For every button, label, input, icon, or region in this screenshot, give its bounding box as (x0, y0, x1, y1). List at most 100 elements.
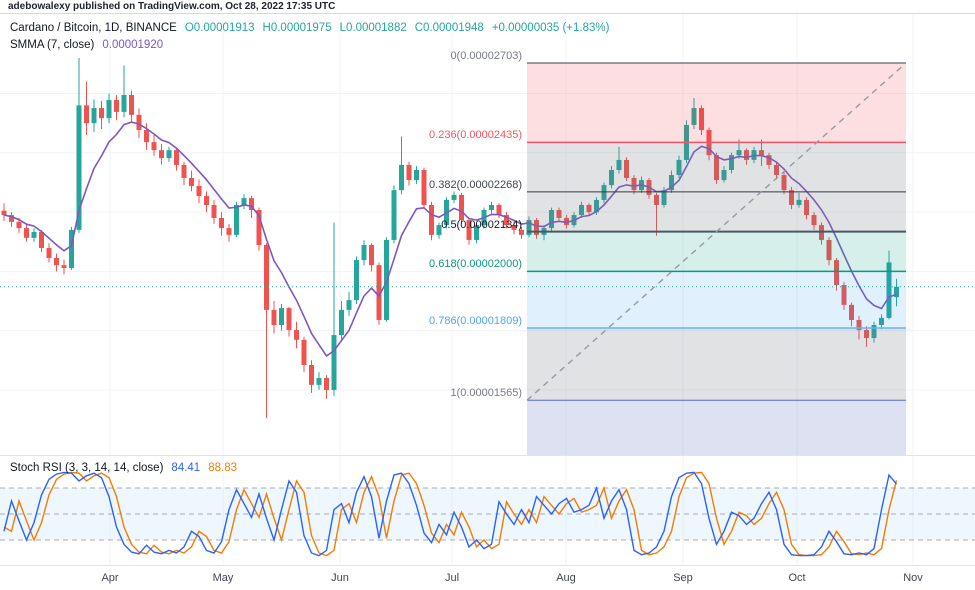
candle (256, 210, 262, 245)
candle (406, 164, 412, 181)
candle (114, 100, 119, 112)
smma-line[interactable] (3, 121, 897, 358)
candle (556, 210, 562, 219)
candle (526, 220, 532, 235)
candle (624, 159, 629, 178)
candle (736, 150, 742, 156)
candle (144, 129, 149, 143)
candle (46, 247, 52, 259)
candle (121, 95, 127, 112)
candle (489, 204, 494, 211)
candle (16, 221, 22, 229)
candle (894, 286, 899, 298)
candle (579, 204, 584, 216)
fib-retracement[interactable] (527, 62, 906, 455)
candle (346, 300, 352, 310)
candle (31, 231, 37, 238)
candle (391, 190, 397, 240)
candle (504, 215, 509, 226)
candle (511, 225, 517, 230)
main-chart-pane[interactable] (0, 14, 975, 455)
candle (714, 155, 719, 181)
candle (24, 228, 29, 238)
candle (766, 155, 772, 165)
candle (331, 335, 337, 390)
candle (159, 150, 164, 159)
candle (301, 339, 307, 366)
candle (241, 198, 247, 205)
candle (886, 262, 892, 318)
candle (459, 194, 464, 221)
candle (601, 185, 607, 200)
time-axis[interactable] (0, 565, 975, 590)
candle (339, 309, 344, 336)
candle (204, 196, 209, 205)
candle (91, 108, 97, 124)
candle (781, 175, 787, 191)
candle (669, 175, 674, 191)
candle (196, 185, 202, 197)
candle (789, 190, 794, 205)
candle (324, 378, 329, 390)
candle (474, 225, 479, 240)
candle (264, 244, 269, 310)
candle (811, 215, 817, 226)
candle (729, 155, 734, 170)
candle (774, 164, 779, 176)
candle (211, 204, 217, 219)
candle (864, 330, 869, 339)
candle (106, 100, 112, 119)
candle (271, 309, 277, 326)
candle (699, 108, 704, 130)
candle (796, 199, 802, 205)
candle (856, 319, 862, 331)
stoch-rsi-plot (0, 471, 975, 557)
candle (429, 204, 434, 235)
candle (54, 258, 59, 266)
candle (871, 325, 877, 339)
candle (39, 231, 44, 248)
attribution-text: adebowalexy published on TradingView.com… (8, 1, 336, 12)
attribution-bar: adebowalexy published on TradingView.com… (0, 0, 975, 14)
stoch-k-line (3, 471, 898, 557)
candle (219, 218, 224, 229)
candle (436, 225, 442, 235)
candle (181, 164, 187, 178)
candle (834, 260, 839, 285)
candle (376, 265, 382, 320)
candle (249, 198, 254, 211)
candle (759, 150, 764, 156)
candle (316, 378, 322, 385)
candle (226, 228, 232, 235)
candle (129, 95, 134, 115)
candle (804, 199, 809, 216)
candle (534, 220, 539, 235)
stoch-rsi-pane[interactable] (0, 455, 975, 565)
candle (166, 150, 172, 159)
candle (294, 330, 299, 340)
candle (61, 265, 67, 269)
candle (654, 194, 659, 205)
candle (744, 150, 749, 160)
candle (496, 204, 502, 216)
candle (609, 169, 614, 186)
candle (616, 159, 622, 170)
candle (676, 159, 682, 176)
candle (84, 105, 89, 124)
candle (286, 308, 292, 331)
candle (849, 304, 854, 320)
trend-line[interactable] (526, 62, 907, 401)
candle (234, 204, 239, 235)
candle (414, 169, 419, 181)
candle (99, 108, 104, 119)
candle (631, 177, 637, 191)
candle (369, 244, 374, 266)
candle (721, 169, 727, 181)
candle (549, 210, 554, 229)
grid (0, 14, 975, 565)
candle (361, 244, 367, 261)
candle (661, 190, 667, 205)
candle (879, 317, 884, 326)
